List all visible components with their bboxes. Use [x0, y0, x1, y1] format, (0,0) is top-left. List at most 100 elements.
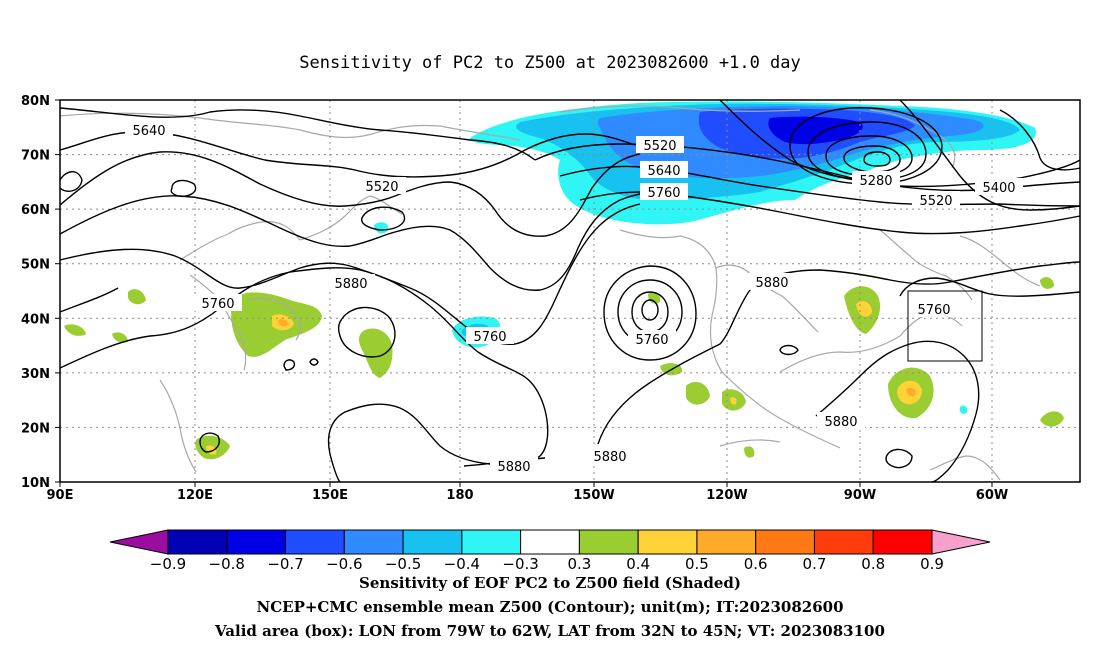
- svg-text:5400: 5400: [982, 181, 1015, 196]
- contour-label: 5520: [912, 191, 960, 209]
- contour-label: 5760: [194, 294, 242, 312]
- lat-tick-label: 80N: [21, 94, 50, 109]
- colorbar-tick-label: 0.3: [567, 555, 591, 573]
- lat-tick-label: 60N: [21, 203, 50, 218]
- lat-tick-label: 30N: [21, 367, 50, 382]
- contour-5760-east: [59, 203, 641, 345]
- contour-label: 5880: [490, 457, 538, 475]
- svg-text:5760: 5760: [201, 297, 234, 312]
- colorbar: [109, 529, 991, 555]
- lon-tick-label: 120E: [177, 488, 213, 503]
- lat-tick-label: 20N: [21, 421, 50, 436]
- lon-tick-label: 90E: [47, 488, 74, 503]
- contour-label: 5760: [466, 327, 514, 345]
- svg-text:5280: 5280: [859, 174, 892, 189]
- colorbar-swatch: [520, 529, 580, 555]
- shade-pos-japan-core2: [278, 319, 288, 327]
- svg-text:5880: 5880: [824, 415, 857, 430]
- contour-label: 5880: [586, 447, 634, 465]
- axis-ticks: [55, 99, 993, 487]
- footer-line-valid-area: Valid area (box): LON from 79W to 62W, L…: [214, 622, 885, 640]
- contour-edge-left: [59, 287, 119, 313]
- shade-pos-atlantic2: [1040, 411, 1064, 427]
- contour-low-arctic-4: [843, 145, 901, 173]
- contour-low-arctic-5: [863, 151, 891, 167]
- map-frame: [59, 99, 1081, 483]
- colorbar-tick-label: −0.7: [267, 555, 303, 573]
- svg-text:5640: 5640: [132, 124, 165, 139]
- contour-labels: 5640 5520 5520 5640 5760 5280 5400 5520 …: [125, 121, 1023, 475]
- colorbar-swatch: [696, 529, 757, 555]
- colorbar-swatch: [343, 529, 404, 555]
- shade-pos-hispaniola: [744, 446, 755, 458]
- colorbar-swatch: [167, 529, 228, 555]
- contour-5520-right: [899, 99, 1081, 211]
- colorbar-swatch: [285, 529, 345, 555]
- svg-text:5880: 5880: [593, 450, 626, 465]
- colorbar-swatch: [872, 529, 933, 555]
- latitude-labels: 80N 70N 60N 50N 40N 30N 20N 10N: [21, 94, 50, 491]
- colorbar-tick-label: 0.9: [920, 555, 944, 573]
- contour-small-loop-5: [885, 448, 913, 469]
- colorbar-tick-label: −0.5: [385, 555, 421, 573]
- footer-caption: Sensitivity of EOF PC2 to Z500 field (Sh…: [214, 574, 885, 640]
- contour-label: 5520: [358, 177, 406, 195]
- contour-high-loop: [337, 306, 396, 358]
- contour-label: 5640: [640, 161, 688, 179]
- colorbar-tick-label: 0.8: [861, 555, 885, 573]
- lon-tick-label: 180: [446, 488, 473, 503]
- contour-small-loop-4: [779, 344, 799, 356]
- colorbar-tick-label: 0.4: [626, 555, 650, 573]
- contour-5400-right: [999, 109, 1081, 171]
- svg-text:5640: 5640: [647, 164, 680, 179]
- colorbar-labels: −0.9 −0.8 −0.7 −0.6 −0.5 −0.4 −0.3 0.3 0.4 0.5 0.6…: [150, 555, 944, 573]
- valid-area-box: [907, 290, 983, 362]
- contour-5760-mid: [59, 151, 641, 237]
- contour-low-arctic-1: [789, 107, 943, 185]
- map-panel: 5640 5520 5520 5640 5760 5280 5400 5520 …: [21, 94, 1081, 503]
- colorbar-tick-label: −0.3: [502, 555, 538, 573]
- svg-text:5760: 5760: [473, 330, 506, 345]
- contour-low-west-loop: [59, 171, 83, 192]
- footer-line-contour: NCEP+CMC ensemble mean Z500 (Contour); u…: [257, 598, 844, 616]
- lon-tick-label: 60W: [976, 488, 1008, 503]
- lon-tick-label: 120W: [706, 488, 747, 503]
- colorbar-swatch: [578, 529, 639, 555]
- colorbar-swatch: [461, 529, 522, 555]
- svg-text:5520: 5520: [365, 180, 398, 195]
- lat-tick-label: 10N: [21, 476, 50, 491]
- lon-tick-label: 150W: [573, 488, 614, 503]
- shade-pos-bahamas-hot: [906, 387, 916, 397]
- shade-pos-china3: [112, 332, 128, 343]
- svg-text:5880: 5880: [497, 460, 530, 475]
- shade-pos-mexico2-core: [730, 397, 737, 405]
- svg-text:5880: 5880: [334, 277, 367, 292]
- contour-label: 5640: [125, 121, 173, 139]
- shade-pos-atlantic: [1040, 277, 1054, 289]
- shade-neg-kamchatka: [374, 222, 389, 234]
- colorbar-tick-label: 0.7: [803, 555, 827, 573]
- lat-tick-label: 40N: [21, 312, 50, 327]
- shade-neg-caribbean: [959, 405, 968, 414]
- contour-small-loop-1: [283, 359, 296, 371]
- contour-label: 5760: [910, 300, 958, 318]
- coastlines: [59, 105, 1041, 481]
- colorbar-swatch: [637, 529, 698, 555]
- contour-label: 5880: [327, 274, 375, 292]
- colorbar-swatch: [402, 529, 463, 555]
- contour-mid-pacific-loop4: [641, 299, 659, 321]
- contour-label: 5400: [975, 178, 1023, 196]
- shade-pos-china: [128, 289, 146, 305]
- svg-text:5760: 5760: [917, 303, 950, 318]
- colorbar-swatch: [226, 529, 287, 555]
- longitude-labels: 90E 120E 150E 180 150W 120W 90W 60W: [47, 488, 1009, 503]
- contour-mid-pacific-loop3: [631, 291, 669, 333]
- lat-tick-label: 50N: [21, 258, 50, 273]
- contour-5880-asia: [59, 190, 681, 291]
- lon-tick-label: 90W: [844, 488, 876, 503]
- colorbar-tick-label: 0.5: [685, 555, 709, 573]
- colorbar-swatch: [755, 529, 815, 555]
- svg-text:5760: 5760: [635, 333, 668, 348]
- contour-5880-caribbean: [815, 340, 980, 483]
